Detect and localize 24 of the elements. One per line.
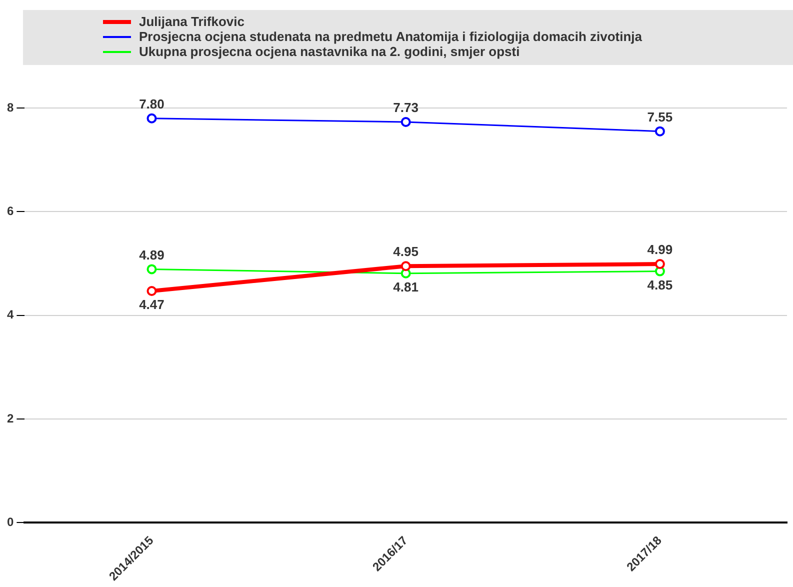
point [400,261,411,272]
data-label: 4.95 [393,244,418,260]
data-label: 7.80 [139,96,164,112]
y-tick-label: 0 [6,515,14,530]
legend-label: Julijana Trifkovic [139,14,244,29]
data-label: 4.85 [647,277,673,292]
point [146,113,157,124]
point [146,286,157,296]
data-label: 4.47 [139,297,164,312]
data-label: 4.99 [647,242,673,258]
point [654,259,665,270]
data-label: 4.89 [139,247,164,262]
data-label: 7.55 [647,109,673,124]
y-tick-label: 8 [6,100,14,114]
point [654,126,665,136]
data-label: 4.81 [393,279,418,294]
point [146,264,157,274]
y-tick-label: 2 [6,411,14,426]
legend-label: Ukupna prosjecna ocjena nastavnika na 2. godini, smjer opsti [139,44,520,59]
y-tick-label: 6 [6,204,14,218]
data-label: 7.73 [393,100,418,116]
point [400,116,411,127]
y-tick-label: 4 [6,308,14,322]
legend-label: Prosjecna ocjena studenata na predmetu Anatomija i fiziologija domacih zivotinja [139,29,642,44]
